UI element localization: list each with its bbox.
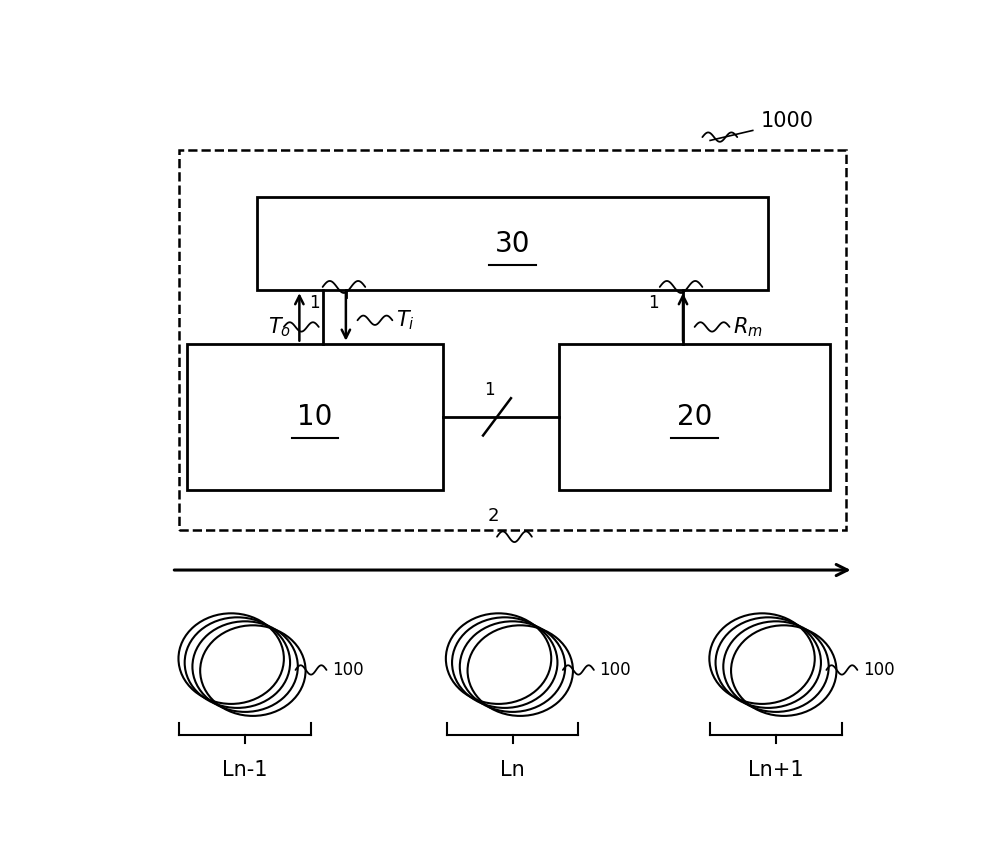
Text: 100: 100 — [599, 661, 631, 679]
Bar — [179, 151, 846, 530]
Text: 100: 100 — [332, 661, 364, 679]
Text: 10: 10 — [297, 403, 333, 431]
Text: Ln+1: Ln+1 — [748, 759, 804, 780]
Text: Ln-1: Ln-1 — [222, 759, 268, 780]
Text: 2: 2 — [487, 508, 499, 525]
Bar — [187, 343, 443, 490]
Text: 100: 100 — [863, 661, 894, 679]
Text: 20: 20 — [677, 403, 712, 431]
Text: $T_o$: $T_o$ — [268, 315, 291, 339]
Text: 1: 1 — [309, 293, 319, 311]
Text: $R_m$: $R_m$ — [733, 315, 763, 339]
Text: 1: 1 — [648, 293, 659, 311]
Text: Ln: Ln — [500, 759, 525, 780]
Bar — [257, 197, 768, 291]
Text: 1: 1 — [484, 381, 495, 399]
Text: 30: 30 — [495, 230, 530, 258]
Text: 1000: 1000 — [761, 111, 814, 131]
Bar — [559, 343, 830, 490]
Text: $T_i$: $T_i$ — [396, 309, 415, 332]
